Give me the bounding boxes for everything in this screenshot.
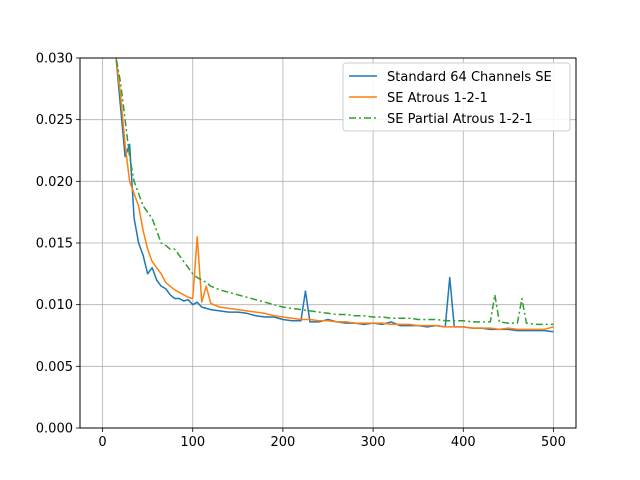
y-axis-ticks: 0.000 0.005 0.010 0.015 0.020 0.025 0.030 — [36, 52, 80, 437]
legend-label: Standard 64 Channels SE — [387, 70, 552, 85]
x-tick-label: 400 — [451, 435, 476, 450]
series-line-2 — [115, 58, 554, 331]
series-layer — [115, 58, 554, 333]
x-tick-label: 0 — [98, 435, 106, 450]
legend-label: SE Partial Atrous 1-2-1 — [387, 112, 533, 127]
y-tick-label: 0.025 — [36, 113, 73, 128]
y-tick-label: 0.000 — [36, 422, 73, 437]
legend: Standard 64 Channels SE SE Atrous 1-2-1 SE… — [342, 62, 571, 132]
x-tick-label: 300 — [361, 435, 386, 450]
x-axis-ticks: 0 100 200 300 400 500 — [98, 428, 566, 450]
legend-label: SE Atrous 1-2-1 — [387, 91, 488, 106]
legend-box — [342, 62, 571, 132]
y-tick-label: 0.015 — [36, 237, 73, 252]
x-tick-label: 200 — [270, 435, 295, 450]
series-line-3 — [115, 58, 554, 326]
x-tick-label: 500 — [541, 435, 566, 450]
y-tick-label: 0.020 — [36, 175, 73, 190]
y-tick-label: 0.005 — [36, 360, 73, 375]
y-tick-label: 0.030 — [36, 52, 73, 67]
y-tick-label: 0.010 — [36, 298, 73, 313]
x-tick-label: 100 — [180, 435, 205, 450]
